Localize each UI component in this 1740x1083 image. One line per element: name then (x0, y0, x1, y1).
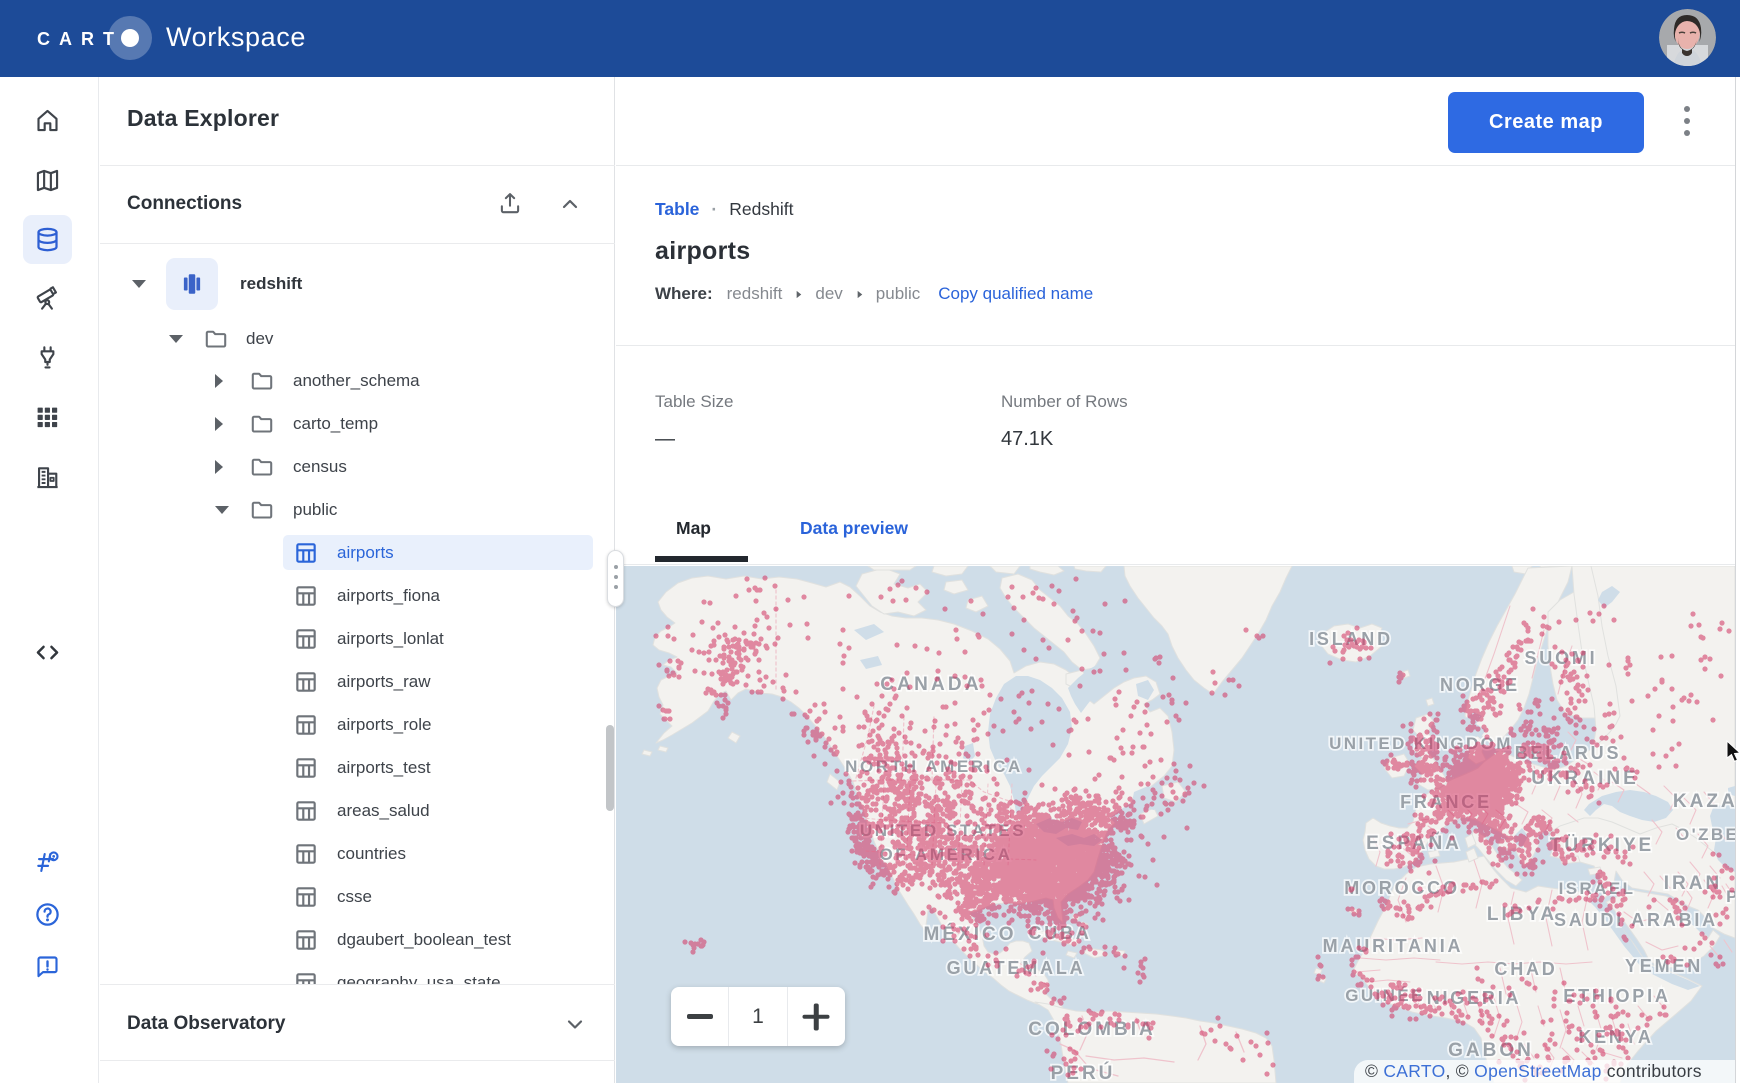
svg-text:LIBYA: LIBYA (1487, 904, 1557, 925)
svg-text:PERÚ: PERÚ (1051, 1062, 1116, 1083)
svg-text:KAZAKH: KAZAKH (1673, 791, 1735, 812)
svg-text:KENYA: KENYA (1578, 1027, 1653, 1047)
svg-text:CHAD: CHAD (1494, 959, 1557, 979)
svg-text:IRAN: IRAN (1664, 873, 1722, 894)
svg-text:SAUDI ARABIA: SAUDI ARABIA (1554, 910, 1718, 930)
svg-text:O'ZBEK: O'ZBEK (1676, 825, 1735, 844)
svg-text:GUATEMALA: GUATEMALA (947, 958, 1086, 978)
svg-text:ETHIOPIA: ETHIOPIA (1563, 986, 1670, 1006)
svg-text:P: P (1726, 887, 1735, 906)
svg-text:COLOMBIA: COLOMBIA (1028, 1019, 1155, 1040)
svg-text:YEMEN: YEMEN (1625, 956, 1703, 976)
svg-text:GABON: GABON (1448, 1040, 1534, 1061)
svg-text:MAURITANIA: MAURITANIA (1323, 936, 1464, 956)
svg-text:ISRAEL: ISRAEL (1559, 879, 1636, 898)
